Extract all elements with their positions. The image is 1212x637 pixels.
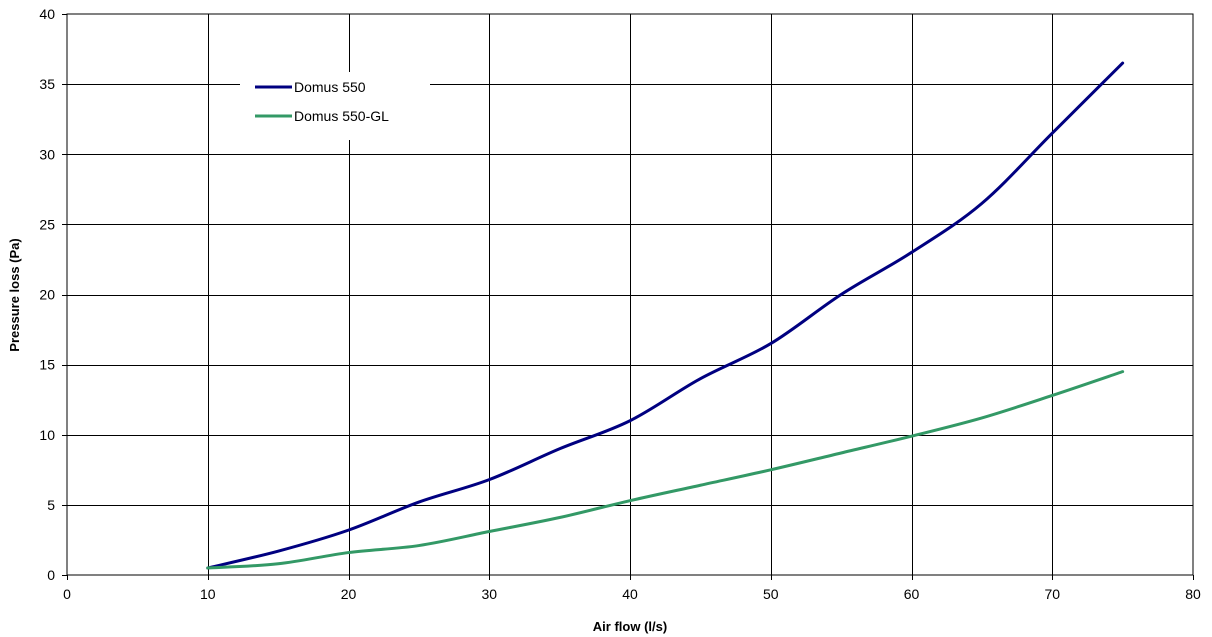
y-tick-label: 10 <box>39 427 55 443</box>
x-tick-label: 70 <box>1044 586 1060 602</box>
series-line-domus-550 <box>206 61 1125 570</box>
x-tick-label: 30 <box>481 586 497 602</box>
series-line-domus-550-gl <box>206 370 1125 570</box>
y-tick-label: 40 <box>39 6 55 22</box>
x-tick-label: 40 <box>622 586 638 602</box>
y-tick-label: 30 <box>39 146 55 162</box>
y-tick-label: 25 <box>39 216 55 232</box>
x-tick-label: 60 <box>904 586 920 602</box>
x-tick-label: 20 <box>341 586 357 602</box>
x-axis-title: Air flow (l/s) <box>593 619 667 634</box>
y-tick-label: 0 <box>47 567 55 583</box>
series-layer <box>206 61 1125 570</box>
y-axis-title: Pressure loss (Pa) <box>7 238 22 351</box>
y-tick-label: 5 <box>47 497 55 513</box>
y-tick-label: 35 <box>39 76 55 92</box>
legend-box <box>240 72 430 140</box>
y-tick-label: 20 <box>39 287 55 303</box>
y-tick-label: 15 <box>39 357 55 373</box>
x-tick-label: 80 <box>1185 586 1201 602</box>
x-tick-label: 10 <box>200 586 216 602</box>
legend-label-domus-550-gl: Domus 550-GL <box>294 108 389 124</box>
x-tick-label: 0 <box>63 586 71 602</box>
x-tick-label: 50 <box>763 586 779 602</box>
legend: Domus 550 Domus 550-GL <box>240 72 430 140</box>
grid-layer <box>66 13 1194 576</box>
axis-layer: 0 10 20 30 40 50 60 70 80 0 5 10 15 20 25 30 35 40 <box>39 6 1201 602</box>
legend-label-domus-550: Domus 550 <box>294 79 366 95</box>
